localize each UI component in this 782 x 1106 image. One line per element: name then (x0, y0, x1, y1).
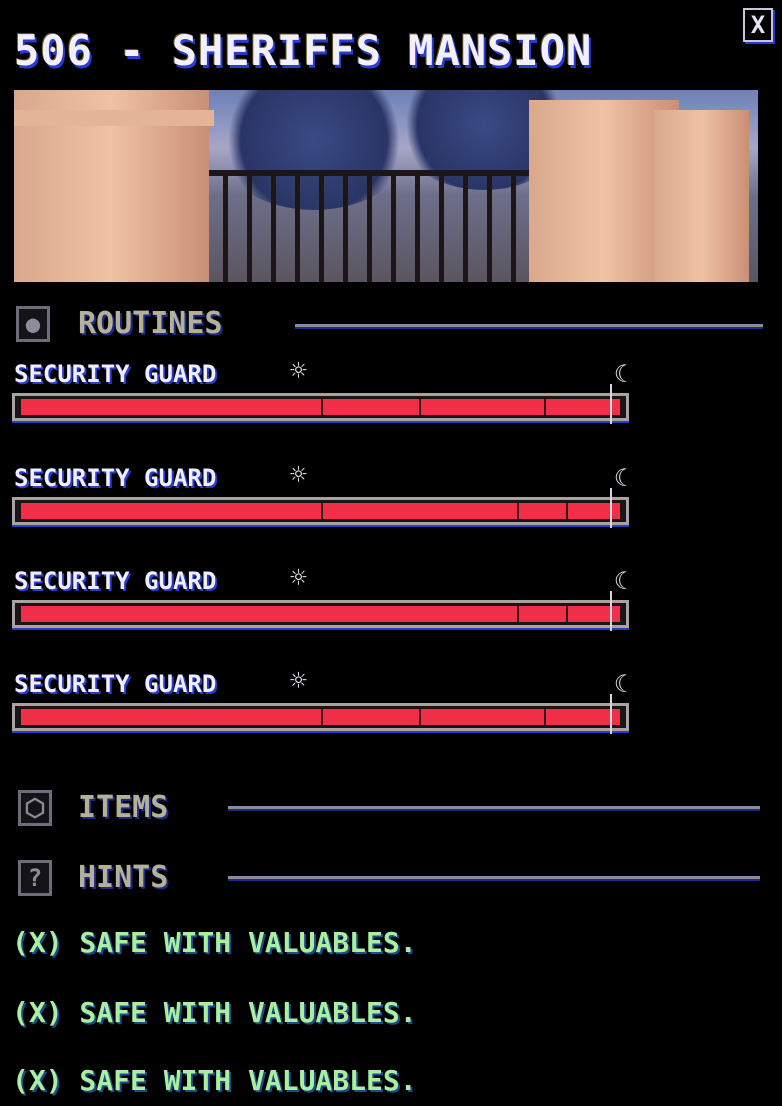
moon-icon: ☾ (614, 567, 629, 595)
segment-divider (543, 709, 546, 725)
items-divider (228, 806, 760, 809)
current-time-marker (609, 591, 612, 631)
sun-icon: ☼ (290, 664, 307, 697)
routine-name: SECURITY GUARD (14, 464, 217, 492)
moon-icon: ☾ (614, 670, 629, 698)
moon-icon: ☾ (614, 464, 629, 492)
hints-label[interactable]: HINTS (78, 860, 169, 895)
segment-divider (516, 503, 519, 519)
segment-divider (516, 606, 519, 622)
segment-divider (566, 503, 569, 519)
routine-name: SECURITY GUARD (14, 360, 217, 388)
location-image (14, 90, 758, 282)
hint-item: (X) SAFE WITH VALUABLES. (12, 926, 417, 959)
question-icon: ? (18, 860, 52, 896)
routine-name: SECURITY GUARD (14, 670, 217, 698)
routine-timeline-bar (12, 497, 629, 525)
sun-icon: ☼ (290, 354, 307, 387)
items-label[interactable]: ITEMS (78, 790, 169, 825)
hints-divider (228, 876, 760, 879)
segment-divider (543, 399, 546, 415)
routine-timeline-bar (12, 703, 629, 731)
person-icon: ● (16, 306, 50, 342)
segment-divider (419, 399, 422, 415)
segment-divider (320, 399, 323, 415)
routine-timeline-bar (12, 393, 629, 421)
segment-divider (320, 503, 323, 519)
current-time-marker (609, 488, 612, 528)
sun-icon: ☼ (290, 458, 307, 491)
routine-timeline-bar (12, 600, 629, 628)
hint-item: (X) SAFE WITH VALUABLES. (12, 996, 417, 1029)
hint-item: (X) SAFE WITH VALUABLES. (12, 1064, 417, 1097)
current-time-marker (609, 694, 612, 734)
segment-divider (566, 606, 569, 622)
location-title: 506 - SHERIFFS MANSION (14, 26, 593, 75)
routine-fill (21, 606, 620, 622)
segment-divider (419, 709, 422, 725)
routines-label: ROUTINES (78, 306, 223, 341)
routine-fill (21, 399, 620, 415)
close-button[interactable]: X (743, 8, 773, 42)
sun-icon: ☼ (290, 561, 307, 594)
current-time-marker (609, 384, 612, 424)
box-icon: ⬡ (18, 790, 52, 826)
routines-divider (295, 324, 763, 327)
moon-icon: ☾ (614, 360, 629, 388)
routine-name: SECURITY GUARD (14, 567, 217, 595)
routine-fill (21, 709, 620, 725)
routine-fill (21, 503, 620, 519)
segment-divider (320, 709, 323, 725)
